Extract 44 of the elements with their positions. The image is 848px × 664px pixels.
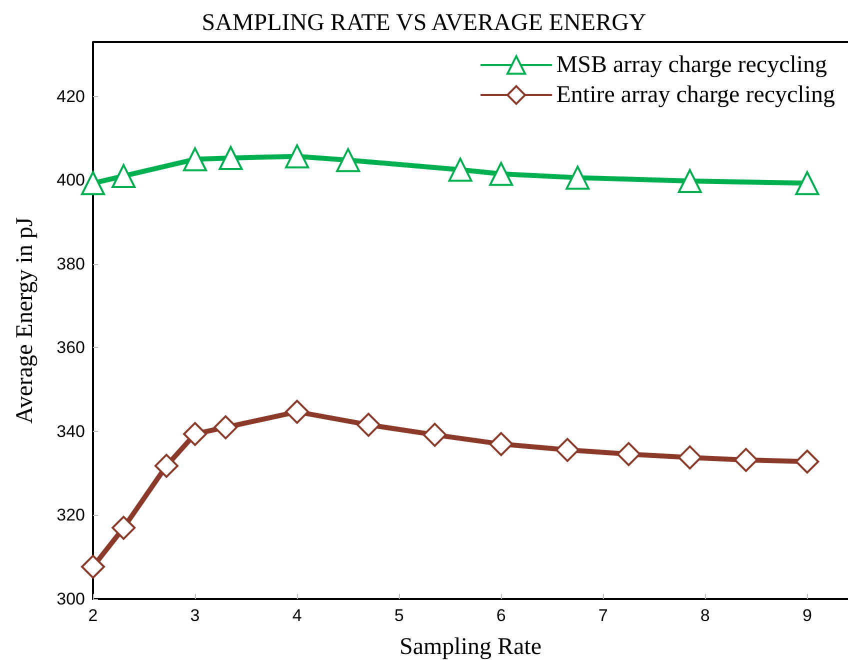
y-tick-label: 320 xyxy=(56,506,85,525)
point xyxy=(112,516,136,540)
x-tick-label: 7 xyxy=(598,606,608,625)
point xyxy=(356,412,380,437)
y-tick-label: 420 xyxy=(56,86,85,106)
point xyxy=(678,445,702,470)
legend-label: Entire array charge recycling xyxy=(556,82,836,108)
point xyxy=(183,422,208,446)
point xyxy=(154,454,178,478)
x-tick-label: 9 xyxy=(802,606,812,625)
point xyxy=(489,162,514,186)
x-axis-title: Sampling Rate xyxy=(400,634,542,660)
point xyxy=(183,147,208,172)
x-tick-label: 6 xyxy=(496,606,506,625)
point xyxy=(489,432,514,456)
x-tick-label: 4 xyxy=(292,606,302,625)
point xyxy=(81,554,105,579)
y-tick-label: 340 xyxy=(56,422,85,441)
point xyxy=(795,450,820,474)
point xyxy=(795,171,820,196)
y-tick-label: 300 xyxy=(56,590,85,608)
point xyxy=(422,422,447,447)
y-tick-label: 380 xyxy=(56,254,85,274)
x-tick-label: 8 xyxy=(700,606,710,625)
y-axis-title: Average Energy in pJ xyxy=(12,217,38,424)
point xyxy=(678,169,702,194)
point xyxy=(214,415,238,440)
legend-label: MSB array charge recycling xyxy=(556,52,828,78)
y-tick-label: 400 xyxy=(56,170,85,190)
x-tick-label: 3 xyxy=(190,606,200,625)
x-tick-label: 2 xyxy=(88,606,98,625)
point xyxy=(336,148,360,172)
point xyxy=(566,166,590,190)
point xyxy=(616,442,641,466)
point xyxy=(555,438,580,462)
point xyxy=(448,158,472,182)
point xyxy=(734,448,758,472)
chart-title: SAMPLING RATE VS AVERAGE ENERGY xyxy=(202,10,646,36)
x-tick-label: 5 xyxy=(394,606,404,625)
point xyxy=(218,146,243,170)
y-tick-label: 360 xyxy=(56,338,85,358)
point xyxy=(285,144,310,168)
point xyxy=(285,400,310,424)
point xyxy=(112,164,136,188)
